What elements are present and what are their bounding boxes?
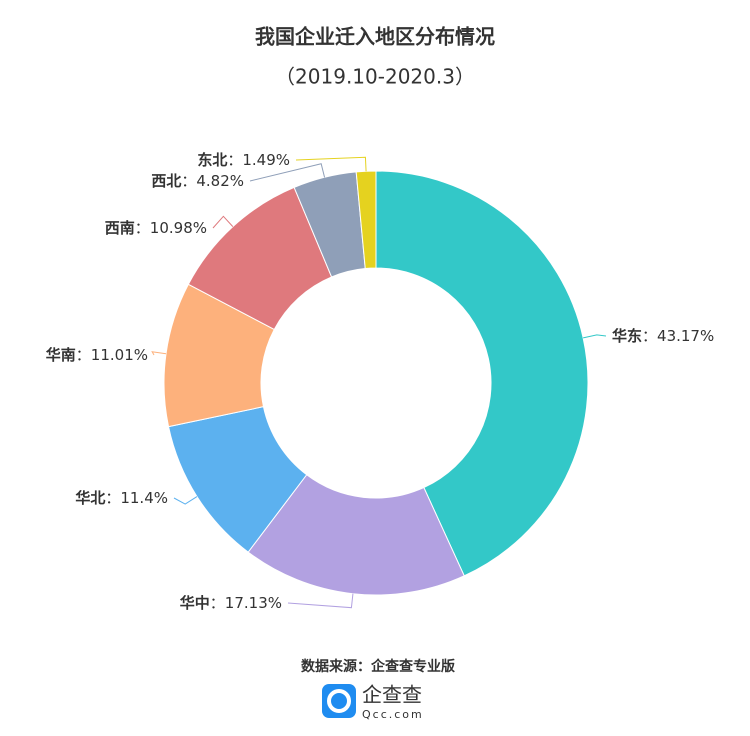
leader-line bbox=[151, 351, 167, 356]
category-name: 华中 bbox=[180, 594, 210, 612]
separator: ： bbox=[210, 594, 225, 612]
category-name: 东北 bbox=[197, 151, 227, 169]
category-name: 西北 bbox=[151, 172, 181, 190]
value-label: 4.82% bbox=[196, 172, 244, 190]
separator: ： bbox=[135, 219, 150, 237]
data-label: 华南：11.01% bbox=[46, 346, 148, 364]
chart-title: 我国企业迁入地区分布情况 bbox=[255, 25, 495, 49]
value-label: 11.4% bbox=[120, 489, 168, 507]
data-label: 西南：10.98% bbox=[105, 219, 207, 237]
data-label: 华北：11.4% bbox=[75, 489, 168, 507]
separator: ： bbox=[181, 172, 196, 190]
logo-url: Qcc.com bbox=[362, 708, 424, 721]
leader-line bbox=[249, 163, 326, 182]
logo-icon-ring bbox=[327, 689, 351, 713]
slice bbox=[355, 170, 377, 270]
leader-line bbox=[583, 334, 607, 339]
data-label: 华东：43.17% bbox=[612, 327, 714, 345]
category-name: 华北 bbox=[75, 489, 105, 507]
slice bbox=[375, 170, 589, 577]
logo-icon bbox=[322, 684, 356, 718]
leader-line bbox=[287, 593, 354, 609]
value-label: 11.01% bbox=[91, 346, 148, 364]
value-label: 1.49% bbox=[242, 151, 290, 169]
logo-name: 企查查 bbox=[362, 683, 422, 707]
category-name: 华南 bbox=[46, 346, 76, 364]
value-label: 43.17% bbox=[657, 327, 714, 345]
value-label: 10.98% bbox=[150, 219, 207, 237]
source: 数据来源：企查查专业版 bbox=[301, 658, 455, 675]
leader-line bbox=[212, 215, 234, 229]
slice bbox=[247, 474, 465, 596]
value-label: 17.13% bbox=[225, 594, 282, 612]
separator: ： bbox=[642, 327, 657, 345]
separator: ： bbox=[227, 151, 242, 169]
chart-subtitle: （2019.10-2020.3） bbox=[275, 65, 475, 89]
category-name: 华东 bbox=[612, 327, 642, 345]
plot: 华东：43.17%华中：17.13%华北：11.4%华南：11.01%西南：10… bbox=[46, 151, 714, 612]
data-label: 东北：1.49% bbox=[197, 151, 290, 169]
leader-line bbox=[295, 156, 367, 172]
separator: ： bbox=[76, 346, 91, 364]
data-label: 西北：4.82% bbox=[151, 172, 244, 190]
data-label: 华中：17.13% bbox=[180, 594, 282, 612]
separator: ： bbox=[105, 489, 120, 507]
category-name: 西南 bbox=[105, 219, 135, 237]
leader-line bbox=[173, 496, 198, 505]
